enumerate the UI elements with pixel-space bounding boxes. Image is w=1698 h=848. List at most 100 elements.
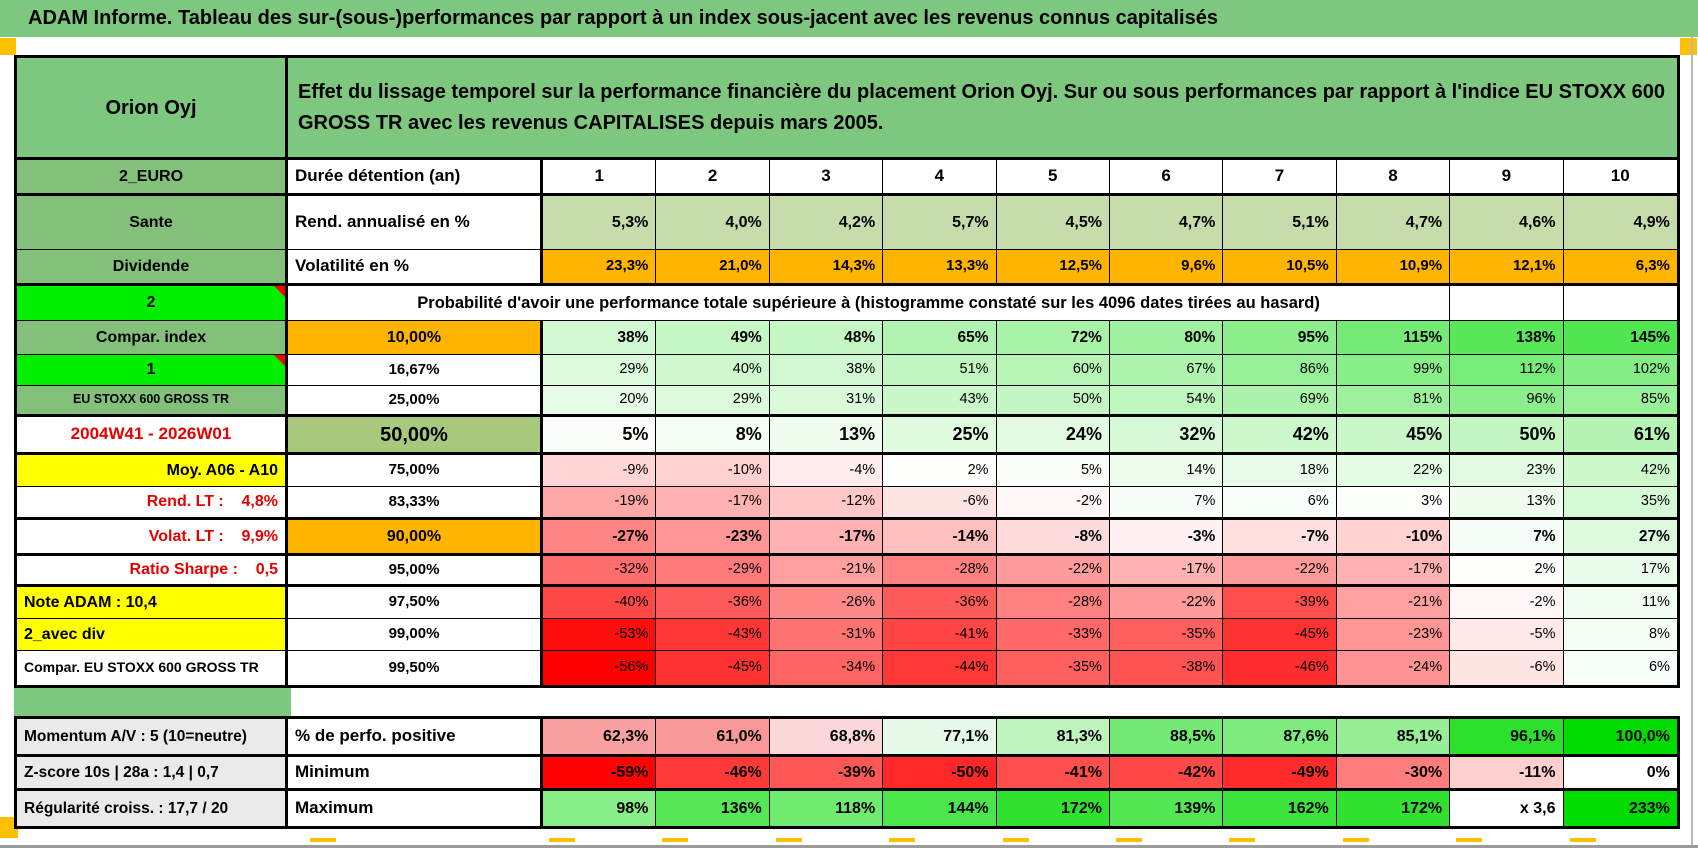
table-cell[interactable]: 12,1%	[1450, 250, 1564, 286]
table-cell[interactable]: -17%	[1336, 556, 1451, 587]
table-cell[interactable]: -44%	[883, 651, 997, 685]
row-label-p90[interactable]: 90,00%	[288, 520, 543, 556]
table-cell[interactable]: 2%	[1450, 556, 1564, 587]
table-cell[interactable]: 81%	[1336, 386, 1451, 417]
table-cell[interactable]: -10%	[1336, 520, 1451, 556]
table-cell[interactable]: 24%	[996, 417, 1110, 455]
row-header-p99[interactable]: 2_avec div	[17, 619, 288, 651]
table-cell[interactable]: -38%	[1109, 651, 1224, 685]
row-label-p16[interactable]: 16,67%	[288, 355, 543, 386]
table-cell[interactable]: x 3,6	[1450, 791, 1564, 826]
table-cell[interactable]: -26%	[769, 587, 884, 619]
table-cell[interactable]: 172%	[1336, 791, 1451, 826]
row-label-p83[interactable]: 83,33%	[288, 487, 543, 520]
table-cell[interactable]: 7%	[1109, 487, 1224, 520]
table-cell[interactable]: -19%	[543, 487, 657, 520]
table-cell[interactable]: 10,9%	[1336, 250, 1451, 286]
row-header-p50[interactable]: 2004W41 - 2026W01	[17, 417, 288, 455]
table-cell[interactable]: 98%	[543, 791, 657, 826]
table-cell[interactable]: -41%	[996, 757, 1110, 791]
table-cell[interactable]: -17%	[769, 520, 884, 556]
sheet-description-cell[interactable]: Effet du lissage temporel sur la perform…	[288, 58, 1677, 160]
table-cell[interactable]	[1450, 286, 1564, 321]
table-cell[interactable]: 96%	[1450, 386, 1564, 417]
table-cell[interactable]: 8%	[656, 417, 770, 455]
table-cell[interactable]: 6	[1109, 160, 1224, 196]
table-cell[interactable]: 13,3%	[883, 250, 997, 286]
table-cell[interactable]: 9,6%	[1109, 250, 1224, 286]
table-cell[interactable]: -24%	[1336, 651, 1451, 685]
table-cell[interactable]: 5,7%	[883, 196, 997, 250]
table-cell[interactable]: -31%	[769, 619, 884, 651]
table-cell[interactable]: 1	[543, 160, 657, 196]
table-cell[interactable]: 95%	[1223, 321, 1337, 355]
table-cell[interactable]: 49%	[656, 321, 770, 355]
row-header-p25[interactable]: EU STOXX 600 GROSS TR	[17, 386, 288, 417]
table-cell[interactable]: 31%	[769, 386, 884, 417]
row-label-perfo[interactable]: % de perfo. positive	[288, 719, 543, 757]
table-cell[interactable]: 13%	[1450, 487, 1564, 520]
table-cell[interactable]: -8%	[996, 520, 1110, 556]
row-header-max[interactable]: Régularité croiss. : 17,7 / 20	[17, 791, 288, 826]
table-cell[interactable]: 162%	[1223, 791, 1337, 826]
row-label-p95[interactable]: 95,00%	[288, 556, 543, 587]
table-cell[interactable]: 69%	[1223, 386, 1337, 417]
row-label-min[interactable]: Minimum	[288, 757, 543, 791]
table-cell[interactable]: 20%	[543, 386, 657, 417]
table-cell[interactable]: 29%	[543, 355, 657, 386]
row-header-p95[interactable]: Ratio Sharpe : 0,5	[17, 556, 288, 587]
table-cell[interactable]: -45%	[656, 651, 770, 685]
table-cell[interactable]: 9	[1450, 160, 1564, 196]
table-cell[interactable]: 23%	[1450, 455, 1564, 487]
row-label-p10[interactable]: 10,00%	[288, 321, 543, 355]
table-cell[interactable]: 4,7%	[1109, 196, 1224, 250]
table-cell[interactable]: 13%	[769, 417, 884, 455]
table-cell[interactable]: -7%	[1223, 520, 1337, 556]
table-cell[interactable]: -22%	[1109, 587, 1224, 619]
row-header-p75[interactable]: Moy. A06 - A10	[17, 455, 288, 487]
table-cell[interactable]: 4,6%	[1450, 196, 1564, 250]
table-cell[interactable]: 14%	[1109, 455, 1224, 487]
table-cell[interactable]: 144%	[883, 791, 997, 826]
table-cell[interactable]: 38%	[769, 355, 884, 386]
table-cell[interactable]: 86%	[1223, 355, 1337, 386]
table-cell[interactable]: -2%	[996, 487, 1110, 520]
table-cell[interactable]: -5%	[1450, 619, 1564, 651]
row-label-duree[interactable]: Durée détention (an)	[288, 160, 543, 196]
row-header-p83[interactable]: Rend. LT : 4,8%	[17, 487, 288, 520]
table-cell[interactable]: 139%	[1109, 791, 1224, 826]
table-cell[interactable]: -30%	[1336, 757, 1451, 791]
table-cell[interactable]: 18%	[1223, 455, 1337, 487]
table-cell[interactable]: -32%	[543, 556, 657, 587]
table-cell[interactable]: -35%	[996, 651, 1110, 685]
table-cell[interactable]: 81,3%	[996, 719, 1110, 757]
table-cell[interactable]: -29%	[656, 556, 770, 587]
table-cell[interactable]: 54%	[1109, 386, 1224, 417]
table-cell[interactable]: -53%	[543, 619, 657, 651]
row-header-duree[interactable]: 2_EURO	[17, 160, 288, 196]
table-cell[interactable]: 145%	[1563, 321, 1677, 355]
table-cell[interactable]: -17%	[1109, 556, 1224, 587]
table-cell[interactable]: -23%	[1336, 619, 1451, 651]
table-cell[interactable]: 80%	[1109, 321, 1224, 355]
row-label-p995[interactable]: 99,50%	[288, 651, 543, 685]
table-cell[interactable]: -4%	[769, 455, 884, 487]
table-cell[interactable]: 68,8%	[769, 719, 884, 757]
row-header-min[interactable]: Z-score 10s | 28a : 1,4 | 0,7	[17, 757, 288, 791]
table-cell[interactable]: 4,7%	[1336, 196, 1451, 250]
table-cell[interactable]: 0%	[1563, 757, 1677, 791]
table-cell[interactable]: 5%	[996, 455, 1110, 487]
table-cell[interactable]: -22%	[1223, 556, 1337, 587]
table-cell[interactable]: 61%	[1563, 417, 1677, 455]
table-cell[interactable]: 61,0%	[656, 719, 770, 757]
table-cell[interactable]: 22%	[1336, 455, 1451, 487]
row-label-max[interactable]: Maximum	[288, 791, 543, 826]
table-cell[interactable]: -22%	[996, 556, 1110, 587]
row-label-p975[interactable]: 97,50%	[288, 587, 543, 619]
table-cell[interactable]: 4,0%	[656, 196, 770, 250]
table-cell[interactable]: 88,5%	[1109, 719, 1224, 757]
table-cell[interactable]: 45%	[1336, 417, 1451, 455]
table-cell[interactable]: -21%	[1336, 587, 1451, 619]
table-cell[interactable]: 50%	[996, 386, 1110, 417]
row-label-p99[interactable]: 99,00%	[288, 619, 543, 651]
